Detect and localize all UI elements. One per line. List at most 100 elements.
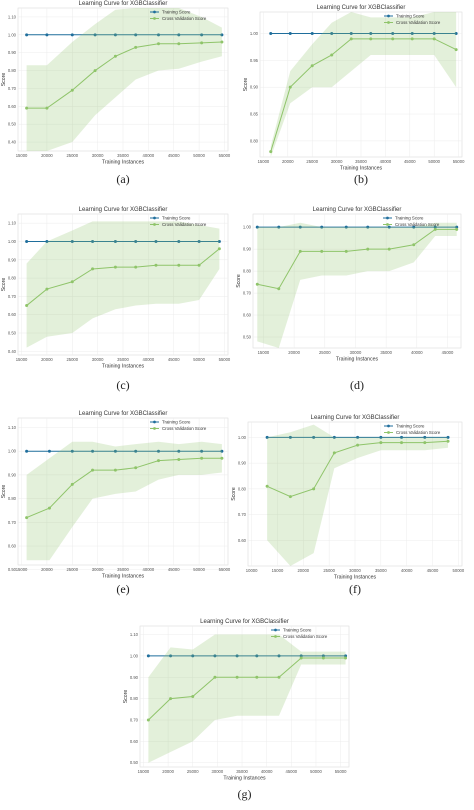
y-tick-label: 0.90 bbox=[8, 472, 17, 477]
training-score-point bbox=[320, 225, 324, 229]
training-score-point bbox=[134, 33, 138, 37]
chart-title: Learning Curve for XGBClassifier bbox=[79, 207, 168, 213]
x-tick-label: 10000 bbox=[246, 568, 258, 573]
cv-score-point bbox=[298, 249, 302, 253]
cv-score-point bbox=[255, 282, 259, 286]
x-tick-label: 40000 bbox=[401, 568, 413, 573]
training-score-point bbox=[169, 654, 173, 658]
training-score-point bbox=[93, 33, 97, 37]
legend-cv-score-marker bbox=[387, 21, 390, 24]
y-tick-label: 0.60 bbox=[130, 739, 139, 744]
panel-caption: (e) bbox=[116, 582, 129, 596]
training-score-point bbox=[410, 31, 414, 35]
y-tick-label: 0.70 bbox=[8, 294, 17, 299]
training-score-point bbox=[200, 449, 204, 453]
legend-cv-score-marker bbox=[387, 431, 390, 434]
cv-score-point bbox=[25, 516, 29, 520]
chart-title: Learning Curve for XGBClassifier bbox=[311, 415, 400, 421]
y-tick-label: 0.95 bbox=[250, 58, 259, 63]
x-tick-label: 35000 bbox=[355, 159, 367, 164]
panel-caption: (b) bbox=[354, 172, 368, 186]
cv-score-point bbox=[387, 247, 391, 251]
y-tick-label: 0.80 bbox=[8, 496, 17, 501]
cv-score-band bbox=[26, 441, 222, 561]
y-tick-label: 0.60 bbox=[8, 312, 17, 317]
chart-panel-a: 0.40 0.50 0.60 0.70 0.80 0.90 1.00 1.10 15000 200… bbox=[1, 1, 231, 186]
x-tick-label: 15000 bbox=[258, 159, 270, 164]
cv-score-point bbox=[320, 249, 324, 253]
legend-training-score-marker bbox=[153, 420, 156, 424]
panel-caption: (g) bbox=[238, 787, 252, 801]
y-tick-label: 0.60 bbox=[8, 544, 17, 549]
chart-title: Learning Curve for XGBClassifier bbox=[317, 5, 406, 11]
x-tick-label: 40000 bbox=[143, 567, 155, 572]
x-tick-label: 25000 bbox=[187, 769, 199, 774]
legend-cv-score-marker bbox=[153, 223, 156, 226]
cv-score-point bbox=[432, 37, 436, 41]
x-tick-label: 15000 bbox=[16, 567, 28, 572]
legend-training-score-marker bbox=[153, 10, 156, 14]
y-tick-label: 1.00 bbox=[8, 449, 17, 454]
x-tick-label: 20000 bbox=[288, 350, 300, 355]
cv-score-point bbox=[312, 487, 316, 491]
y-tick-label: 0.40 bbox=[8, 349, 17, 354]
cv-score-point bbox=[25, 304, 29, 308]
training-score-point bbox=[200, 33, 204, 37]
cv-score-point bbox=[91, 468, 95, 472]
y-tick-label: 0.60 bbox=[243, 313, 252, 318]
cv-score-point bbox=[134, 466, 138, 470]
training-score-point bbox=[369, 31, 373, 35]
x-tick-label: 55000 bbox=[335, 769, 347, 774]
y-tick-label: 0.50 bbox=[8, 122, 17, 127]
y-tick-label: 0.60 bbox=[238, 538, 247, 543]
cv-score-point bbox=[330, 53, 334, 57]
x-axis-label: Training Instances bbox=[223, 776, 266, 782]
y-tick-label: 1.00 bbox=[130, 653, 139, 658]
x-tick-label: 50000 bbox=[310, 769, 322, 774]
y-tick-label: 0.50 bbox=[8, 331, 17, 336]
x-tick-label: 25000 bbox=[66, 357, 78, 362]
x-tick-label: 55000 bbox=[219, 153, 231, 158]
training-score-point bbox=[45, 239, 49, 243]
cv-score-point bbox=[277, 675, 281, 679]
legend-cv-score-label: Cross Validation Score bbox=[283, 634, 328, 639]
x-tick-label: 50000 bbox=[193, 567, 205, 572]
y-tick-label: 0.90 bbox=[238, 461, 247, 466]
training-score-point bbox=[255, 654, 259, 658]
cv-score-point bbox=[344, 249, 348, 253]
training-score-point bbox=[25, 449, 29, 453]
cv-score-point bbox=[299, 656, 303, 660]
cv-score-point bbox=[134, 265, 138, 269]
y-tick-label: 0.80 bbox=[8, 276, 17, 281]
chart-title: Learning Curve for XGBClassifier bbox=[200, 619, 289, 625]
legend-training-score-marker bbox=[387, 424, 390, 428]
training-score-point bbox=[154, 239, 158, 243]
training-score-point bbox=[70, 239, 74, 243]
x-tick-label: 30000 bbox=[92, 567, 104, 572]
y-axis-label: Score bbox=[123, 690, 129, 704]
x-tick-label: 20000 bbox=[162, 769, 174, 774]
cv-score-point bbox=[91, 267, 95, 271]
cv-score-line bbox=[148, 657, 346, 721]
training-score-point bbox=[113, 33, 117, 37]
legend-training-score-label: Training Score bbox=[396, 14, 425, 19]
y-tick-label: 0.40 bbox=[8, 140, 17, 145]
x-tick-label: 45000 bbox=[427, 568, 439, 573]
training-score-point bbox=[177, 33, 181, 37]
y-tick-label: 0.70 bbox=[8, 520, 17, 525]
y-tick-label: 1.00 bbox=[8, 239, 17, 244]
cv-score-point bbox=[177, 263, 181, 267]
cv-score-point bbox=[191, 695, 195, 698]
x-axis-label: Training Instances bbox=[334, 575, 377, 581]
cv-score-band bbox=[26, 221, 220, 348]
cv-score-point bbox=[146, 718, 150, 722]
chart-panel-c: 0.40 0.50 0.60 0.70 0.80 0.90 1.00 1.10 15000 200… bbox=[1, 207, 231, 392]
legend-cv-score-marker bbox=[153, 17, 156, 20]
x-tick-label: 30000 bbox=[92, 357, 104, 362]
legend-training-score-marker bbox=[387, 14, 390, 18]
cv-score-point bbox=[349, 37, 353, 41]
x-tick-label: 40000 bbox=[143, 357, 155, 362]
training-score-point bbox=[134, 449, 138, 453]
x-axis-label: Training Instances bbox=[336, 357, 379, 363]
training-score-point bbox=[299, 654, 303, 658]
